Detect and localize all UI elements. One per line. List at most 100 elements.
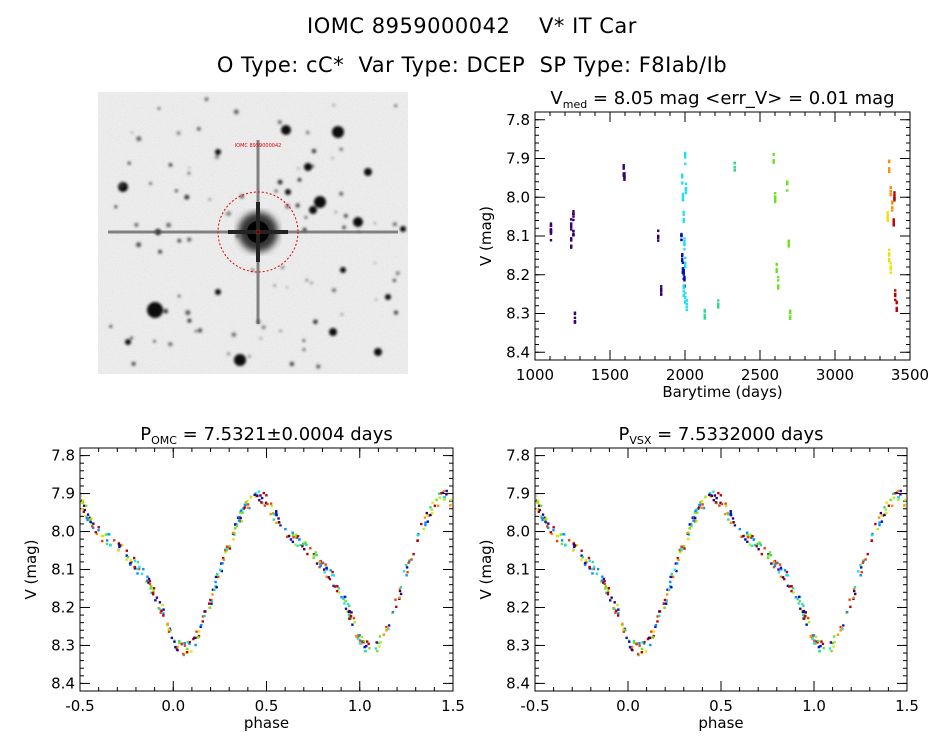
lightcurve-point bbox=[685, 302, 688, 306]
phase-point bbox=[698, 503, 701, 507]
lightcurve-point bbox=[572, 215, 575, 218]
phase-point bbox=[635, 642, 638, 645]
phase-point bbox=[746, 533, 749, 537]
phase-point bbox=[145, 579, 149, 582]
phase-point bbox=[802, 604, 805, 608]
lightcurve-point bbox=[682, 210, 685, 214]
phase-point bbox=[563, 543, 567, 546]
phase-point bbox=[95, 532, 99, 536]
lightcurve-point bbox=[888, 248, 891, 252]
phase-point bbox=[713, 494, 717, 497]
phase-point bbox=[701, 503, 704, 506]
phase-point bbox=[336, 585, 339, 588]
phase-point bbox=[352, 616, 356, 620]
phase-point bbox=[246, 503, 250, 506]
phase-point bbox=[649, 643, 652, 647]
phase-point bbox=[84, 504, 88, 507]
phase-point bbox=[129, 563, 132, 566]
phase-point bbox=[656, 615, 659, 618]
phase-point bbox=[197, 635, 200, 639]
phase-point bbox=[666, 588, 669, 591]
phase-point bbox=[130, 561, 134, 564]
phase-point bbox=[674, 562, 678, 565]
lightcurve-point bbox=[623, 172, 626, 175]
phase-point bbox=[583, 563, 587, 566]
phase-point bbox=[738, 527, 742, 531]
phase-point bbox=[353, 621, 357, 624]
phase-point bbox=[669, 580, 672, 584]
lightcurve-point bbox=[733, 166, 736, 169]
lightcurve-point bbox=[684, 151, 687, 155]
phase-point bbox=[105, 542, 109, 546]
phase-point bbox=[416, 539, 419, 543]
phase-point bbox=[423, 516, 427, 519]
lightcurve-point bbox=[894, 289, 897, 292]
phase-point bbox=[318, 560, 321, 563]
phase-point bbox=[537, 504, 541, 507]
phase-point bbox=[905, 502, 906, 506]
phase-point bbox=[812, 634, 816, 637]
phase-point bbox=[426, 520, 430, 523]
phase-point bbox=[889, 498, 892, 502]
lightcurve-point bbox=[891, 202, 894, 205]
phase-point bbox=[348, 615, 352, 619]
phase-point bbox=[394, 598, 397, 601]
phase-point bbox=[555, 539, 559, 543]
lightcurve-point bbox=[717, 302, 720, 305]
phase-point bbox=[675, 569, 678, 573]
phase-point bbox=[398, 596, 401, 599]
phase-point bbox=[224, 548, 227, 552]
lightcurve-point bbox=[894, 298, 897, 302]
lightcurve-point bbox=[684, 300, 687, 303]
phase-point bbox=[746, 540, 749, 544]
phase-point bbox=[82, 510, 86, 514]
phase-point bbox=[186, 647, 189, 651]
phase-point bbox=[81, 495, 82, 498]
phase-point bbox=[289, 538, 293, 541]
data-points bbox=[549, 151, 898, 324]
lightcurve-point bbox=[683, 279, 686, 282]
phase-point bbox=[140, 572, 144, 575]
lightcurve-point bbox=[774, 191, 777, 195]
phase-point bbox=[221, 556, 225, 560]
phase-point bbox=[759, 543, 763, 547]
phase-point bbox=[325, 575, 328, 578]
phase-point bbox=[899, 493, 902, 496]
phase-point bbox=[347, 613, 351, 617]
phase-point bbox=[137, 567, 141, 571]
y-tick-label: 8.2 bbox=[506, 266, 530, 284]
lightcurve-point bbox=[549, 230, 553, 233]
phase-point bbox=[254, 492, 257, 495]
phase-point bbox=[658, 610, 661, 613]
phase-point bbox=[309, 547, 312, 550]
lightcurve-point bbox=[888, 170, 891, 173]
phase-point bbox=[874, 522, 877, 526]
phase-point bbox=[617, 612, 620, 615]
x-tick-label: -0.5 bbox=[65, 697, 94, 715]
phase-point bbox=[603, 579, 606, 583]
lightcurve-point bbox=[683, 275, 686, 279]
phase-point bbox=[117, 541, 121, 545]
phase-point bbox=[636, 652, 640, 656]
phase-point bbox=[385, 629, 388, 632]
phase-point bbox=[340, 596, 343, 599]
phase-point bbox=[241, 511, 244, 514]
phase-point bbox=[336, 589, 339, 593]
phase-point bbox=[833, 641, 836, 644]
phase-point bbox=[160, 609, 163, 612]
phase-point bbox=[819, 644, 822, 648]
phase-point bbox=[222, 558, 226, 562]
phase-point bbox=[816, 641, 819, 644]
phase-point bbox=[652, 630, 656, 633]
phase-point bbox=[581, 555, 585, 559]
phase-point bbox=[210, 602, 213, 605]
phase-point bbox=[277, 521, 281, 524]
phase-point bbox=[429, 513, 432, 517]
phase-point bbox=[295, 533, 298, 536]
phase-point bbox=[275, 521, 278, 525]
x-axis-label: phase bbox=[244, 714, 289, 732]
x-tick-label: -0.5 bbox=[520, 697, 549, 715]
phase-point bbox=[117, 543, 121, 546]
phase-point bbox=[904, 498, 906, 502]
lightcurve-point bbox=[775, 270, 778, 273]
